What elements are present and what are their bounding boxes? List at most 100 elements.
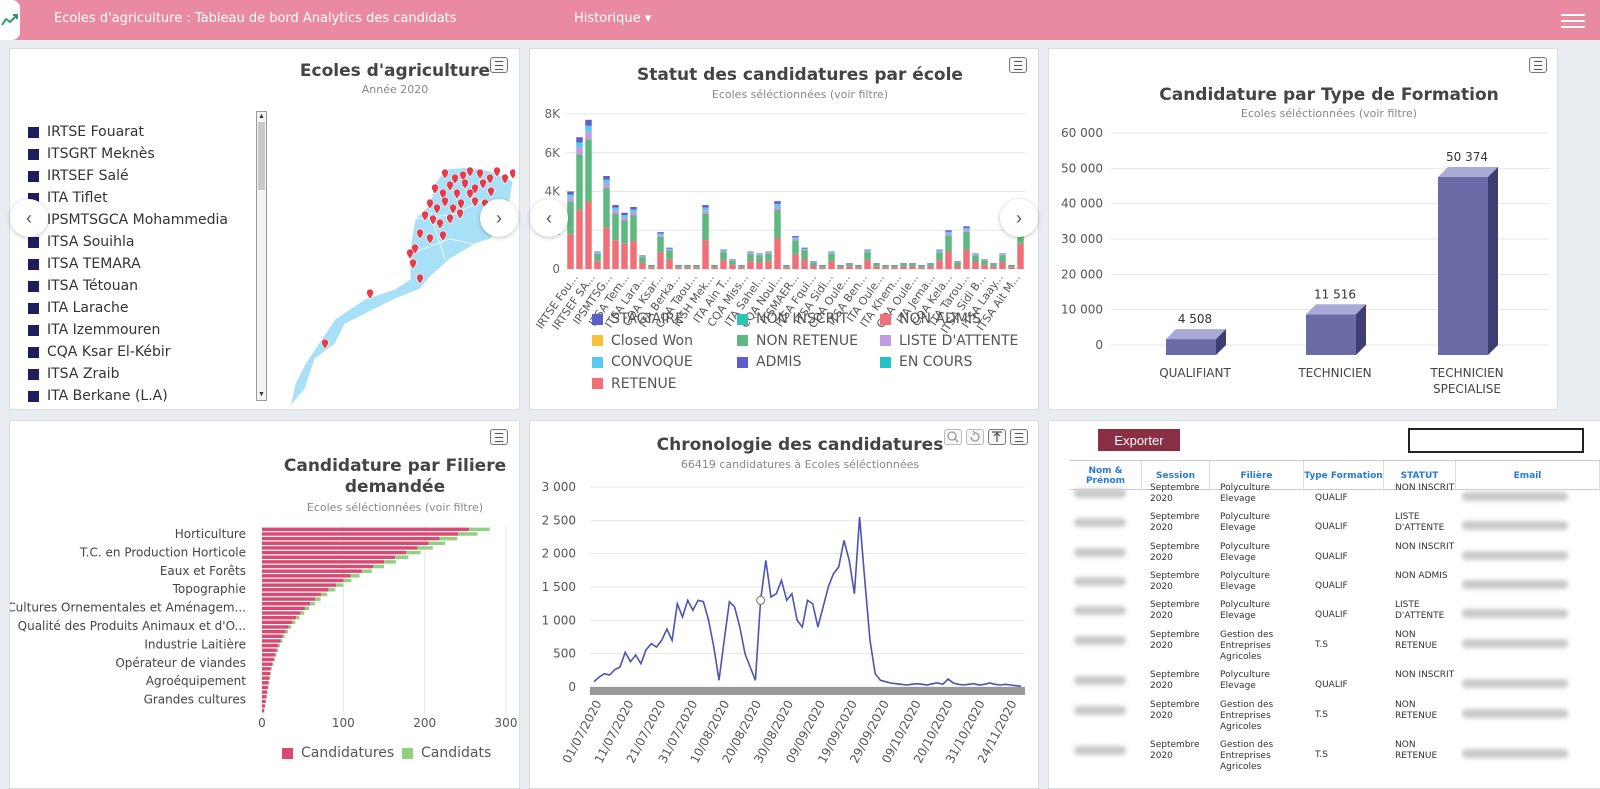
top-bar: Ecoles d'agriculture : Tableau de bord A… [0,0,1600,40]
legend-swatch [282,747,293,759]
table-row[interactable]: Septembre 2020 Gestion des Entreprises Ag… [1070,740,1600,772]
school-list-item[interactable]: ITSA TEMARA [28,253,263,275]
table-row[interactable]: Septembre 2020 Polyculture Elevage QUALIF L… [1070,600,1600,630]
pan-icon[interactable] [988,429,1006,445]
table-row[interactable]: Septembre 2020 Polyculture Elevage QUALIF L… [1070,512,1600,542]
map-pin-icon [487,186,495,198]
school-list-item[interactable]: ITSGRT Meknès [28,143,263,165]
formation-bar [1166,339,1216,355]
school-list-item[interactable]: ITA Tiflet [28,187,263,209]
status-bar-segment [612,207,619,211]
status-legend-item[interactable]: RETENUE [592,376,677,392]
filiere-bar-candidatures [262,564,374,569]
table-cell-statut: NON ADMIS [1395,571,1448,581]
status-bar-segment [639,257,646,263]
status-bar-segment [963,229,970,232]
school-list-item[interactable]: ITA Larache [28,297,263,319]
status-legend-item[interactable]: EN COURS [880,354,972,370]
status-legend-item[interactable]: NON RETENUE [737,333,858,349]
status-bar-segment [720,252,727,261]
filiere-category-label: Qualité des Produits Animaux et d'O... [18,619,246,633]
school-list-item[interactable]: ITSA Souihla [28,231,263,253]
table-row[interactable]: Septembre 2020 Polyculture Elevage QUALIF N… [1070,670,1600,700]
table-row[interactable]: Septembre 2020 Polyculture Elevage QUALIF N… [1070,483,1600,513]
map-menu-icon[interactable] [490,57,508,73]
table-cell-session: Septembre 2020 [1150,512,1200,533]
school-list-item[interactable]: IRTSEF Salé [28,165,263,187]
filiere-bar-candidatures [262,695,267,699]
table-search-input[interactable] [1408,428,1584,453]
school-list-item[interactable]: ITSA Zraib [28,363,263,385]
y-tick-label: 8K [544,107,561,121]
scroll-thumb[interactable] [258,122,265,190]
filiere-bar-candidatures [262,560,385,564]
filiere-bar-candidats [304,606,310,611]
table-column-header[interactable]: Filière [1210,461,1304,491]
history-dropdown[interactable]: Historique ▾ [574,11,651,26]
filiere-bar-candidatures [262,602,311,606]
table-row[interactable]: Septembre 2020 Polyculture Elevage QUALIF N… [1070,542,1600,572]
map-prev-button[interactable]: ‹ [10,199,48,237]
legend-label: NON INSCRIT [756,311,849,327]
school-list-item[interactable]: ITA Izemmouren [28,319,263,341]
scroll-up-arrow[interactable]: ▲ [258,113,265,120]
status-menu-icon[interactable] [1009,57,1027,73]
scroll-down-arrow[interactable]: ▼ [258,391,265,398]
filiere-menu-icon[interactable] [490,429,508,445]
status-legend-item[interactable]: Closed Won [592,333,693,349]
status-bar-segment [819,267,826,269]
school-list-item[interactable]: IRTSE Fouarat [28,121,263,143]
status-bar-segment [891,265,898,268]
status-legend-item[interactable]: NON INSCRIT [737,311,848,327]
status-bar-segment [729,260,736,265]
status-legend-item[interactable]: ADMIS [737,354,801,370]
table-column-header[interactable]: Session [1142,461,1210,491]
school-list-scrollbar[interactable]: ▲ ▼ [256,111,267,401]
school-marker-icon [28,324,39,336]
status-legend-item[interactable]: CONVOQUE [592,354,693,370]
school-list-item[interactable]: CQA Ksar El-Kébir [28,341,263,363]
status-bar-segment [693,265,700,268]
school-list-item[interactable]: ITSA Tétouan [28,275,263,297]
status-bar-segment [603,188,610,228]
legend-swatch [880,335,891,346]
table-row[interactable]: Septembre 2020 Gestion des Entreprises Ag… [1070,700,1600,732]
status-bar-segment [927,263,934,267]
table-cell-statut: LISTE D'ATTENTE [1395,600,1445,621]
status-bar-segment [702,210,709,214]
filiere-legend-item[interactable]: Candidats [402,745,491,761]
status-bar-segment [963,249,970,269]
zoom-icon[interactable] [944,429,962,445]
status-legend-item[interactable]: STAGIAIRE [592,311,684,327]
status-bar-segment [999,255,1006,263]
table-column-header[interactable]: Type Formation [1304,461,1384,491]
morocco-map[interactable] [285,159,515,409]
map-next-button[interactable]: › [480,199,518,237]
table-column-header[interactable]: STATUT [1384,461,1456,491]
reset-icon[interactable] [966,429,984,445]
formation-menu-icon[interactable] [1529,57,1547,73]
school-marker-icon [28,302,39,314]
table-column-header[interactable]: Nom & Prénom [1070,461,1142,491]
table-row[interactable]: Septembre 2020 Polyculture Elevage QUALIF N… [1070,571,1600,601]
status-legend-item[interactable]: NON ADMIS [880,311,981,327]
filiere-bar-candidatures [262,708,265,713]
status-bar-segment [972,255,979,263]
status-legend-item[interactable]: LISTE D'ATTENTE [880,333,1018,349]
filiere-bar-candidats [384,560,397,564]
status-bar-segment [810,265,817,269]
status-prev-button[interactable]: ‹ [530,199,568,237]
export-button[interactable]: Exporter [1098,429,1180,451]
school-list-item[interactable]: ITA Berkane (L.A) [28,385,263,407]
filiere-legend-item[interactable]: Candidatures [282,745,394,761]
table-row[interactable]: Septembre 2020 Gestion des Entreprises Ag… [1070,630,1600,662]
redacted-name [1074,577,1126,586]
app-logo-icon[interactable] [0,0,20,40]
chrono-menu-icon[interactable] [1010,429,1028,445]
status-bar-segment [837,267,844,269]
chrono-subtitle: 66419 candidatures à Ecoles séléctionnée… [680,458,920,471]
hamburger-menu-icon[interactable] [1561,10,1585,30]
status-next-button[interactable]: › [1000,199,1038,237]
school-list-item[interactable]: IPSMTSGCA Mohammedia [28,209,263,231]
